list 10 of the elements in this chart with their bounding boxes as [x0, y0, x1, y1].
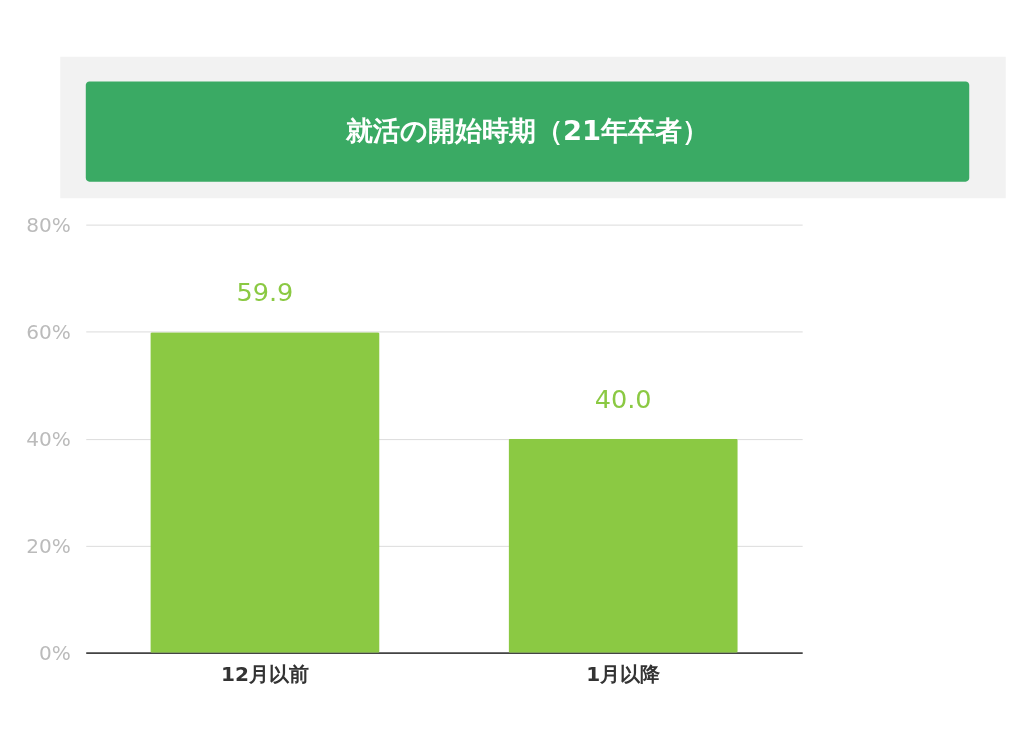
y-tick-label: 60%	[26, 319, 71, 344]
chart-title: 就活の開始時期（21年卒者）	[344, 114, 710, 146]
y-tick-label: 40%	[26, 426, 71, 451]
x-tick-label: 12月以前	[220, 662, 309, 687]
data-label: 40.0	[594, 383, 652, 414]
data-label: 59.9	[236, 277, 294, 308]
x-tick-label: 1月以降	[586, 662, 662, 687]
y-tick-label: 20%	[26, 533, 71, 558]
y-tick-label: 0%	[38, 640, 71, 665]
y-tick-label: 80%	[26, 212, 71, 237]
